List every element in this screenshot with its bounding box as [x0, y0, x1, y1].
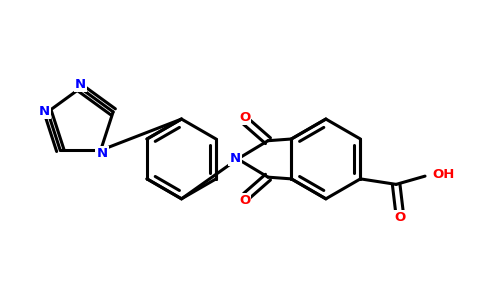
Text: N: N: [75, 78, 86, 91]
Text: N: N: [229, 152, 241, 165]
Text: O: O: [239, 111, 250, 124]
Text: O: O: [239, 194, 250, 207]
Text: N: N: [96, 147, 107, 160]
Text: N: N: [39, 105, 50, 119]
Text: OH: OH: [432, 168, 454, 181]
Text: O: O: [394, 211, 405, 224]
